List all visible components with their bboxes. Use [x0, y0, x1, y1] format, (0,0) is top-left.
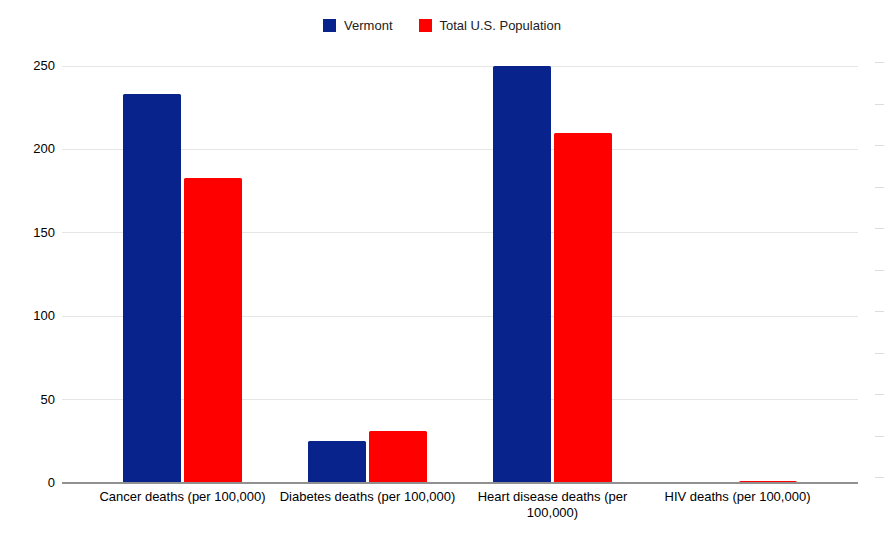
legend-label: Total U.S. Population: [440, 18, 561, 33]
gridline: [62, 232, 858, 233]
row-line: [875, 228, 884, 229]
bar-total-u-s-population-3[interactable]: [554, 133, 612, 483]
category-label: HIV deaths (per 100,000): [645, 489, 830, 505]
category-label: Cancer deaths (per 100,000): [90, 489, 275, 505]
bar-total-u-s-population-1[interactable]: [184, 178, 242, 483]
gridline: [62, 316, 858, 317]
y-tick-label: 200: [0, 142, 55, 156]
chart-legend: Vermont Total U.S. Population: [0, 18, 884, 33]
legend-swatch-icon: [323, 19, 336, 32]
y-tick-label: 150: [0, 226, 55, 240]
gridline: [62, 399, 858, 400]
row-line: [875, 477, 884, 478]
plot-area: [62, 66, 858, 483]
y-tick-label: 0: [0, 476, 55, 490]
bar-vermont-3[interactable]: [493, 66, 551, 483]
bar-total-u-s-population-2[interactable]: [369, 431, 427, 483]
row-line: [875, 270, 884, 271]
legend-item-vermont[interactable]: Vermont: [323, 18, 392, 33]
legend-item-us-population[interactable]: Total U.S. Population: [419, 18, 561, 33]
bar-vermont-2[interactable]: [308, 441, 366, 483]
gridline: [62, 149, 858, 150]
row-line: [875, 311, 884, 312]
y-tick-label: 50: [0, 393, 55, 407]
legend-swatch-icon: [419, 19, 432, 32]
row-line: [875, 353, 884, 354]
row-line: [875, 145, 884, 146]
x-axis-line: [62, 482, 858, 484]
row-line: [875, 104, 884, 105]
bar-vermont-1[interactable]: [123, 94, 181, 483]
legend-label: Vermont: [344, 18, 392, 33]
category-label: Heart disease deaths (per 100,000): [460, 489, 645, 521]
row-line: [875, 187, 884, 188]
gridline: [62, 66, 858, 67]
y-tick-label: 250: [0, 59, 55, 73]
row-line: [875, 436, 884, 437]
y-tick-label: 100: [0, 309, 55, 323]
category-label: Diabetes deaths (per 100,000): [275, 489, 460, 505]
chart[interactable]: Vermont Total U.S. Population 0 50 100 150 20…: [0, 0, 884, 544]
row-line: [875, 394, 884, 395]
row-line: [875, 62, 884, 63]
